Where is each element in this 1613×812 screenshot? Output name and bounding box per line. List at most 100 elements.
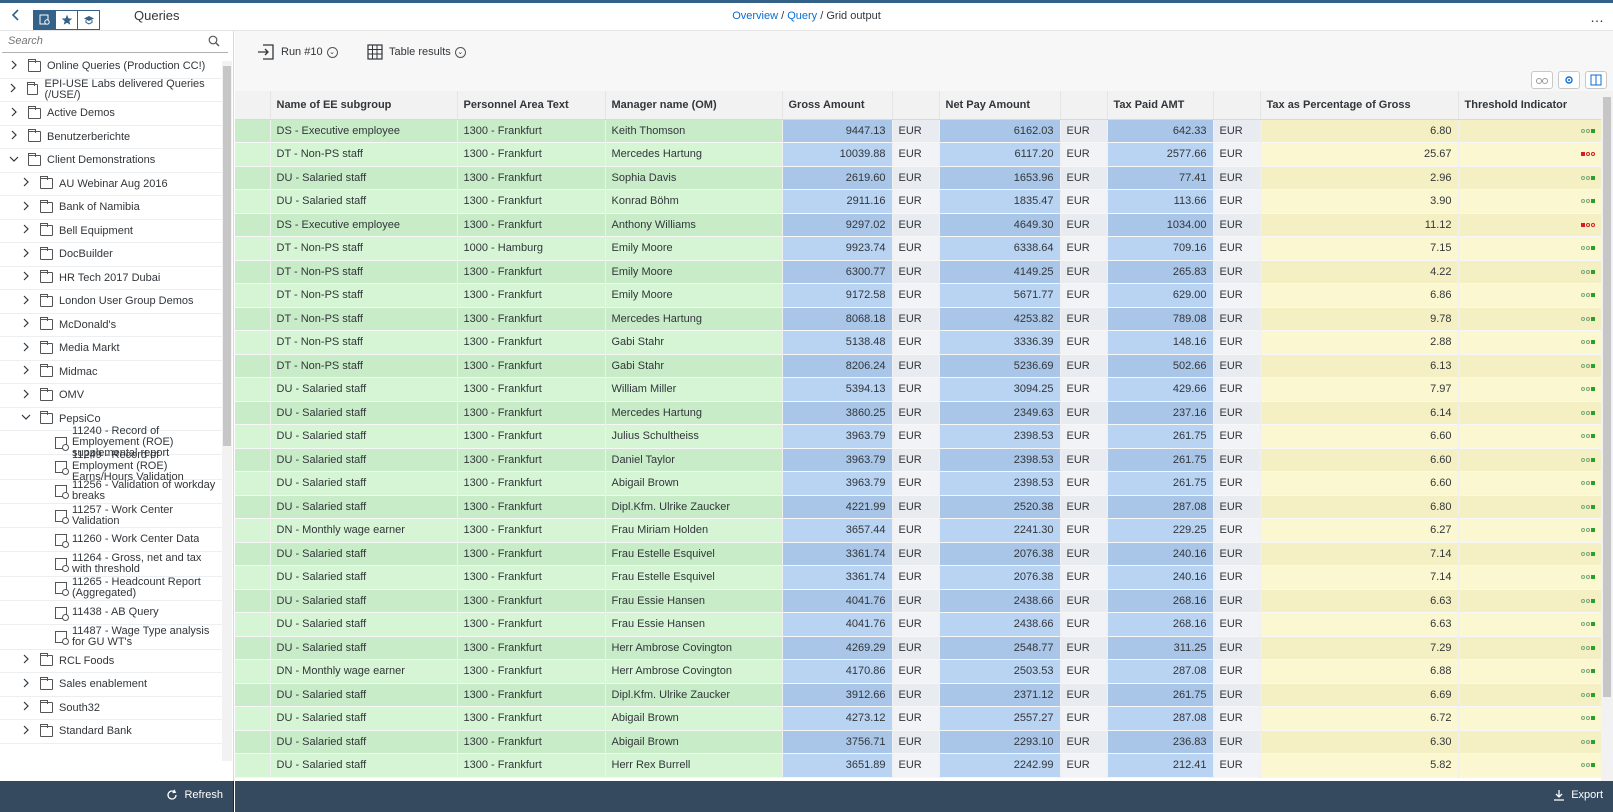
column-header[interactable] <box>1213 91 1261 120</box>
refresh-button[interactable]: Refresh <box>166 789 223 801</box>
chevron-right-icon[interactable] <box>20 248 32 261</box>
row-selector[interactable] <box>235 565 271 589</box>
chevron-right-icon[interactable] <box>8 83 19 96</box>
tree-query[interactable]: 11249 - Record of Employment (ROE) Earns… <box>0 450 222 483</box>
tree-folder[interactable]: Midmac <box>0 361 222 384</box>
breadcrumb-overview[interactable]: Overview <box>732 10 779 22</box>
table-row[interactable]: DT - Non-PS staff 1300 - Frankfurt Gabi St… <box>235 330 1601 354</box>
row-selector[interactable] <box>235 448 271 472</box>
overflow-menu-icon[interactable]: … <box>1590 9 1605 25</box>
chevron-right-icon[interactable] <box>20 725 32 738</box>
chevron-right-icon[interactable] <box>8 60 20 73</box>
column-header[interactable]: Net Pay Amount <box>939 91 1061 120</box>
table-row[interactable]: DT - Non-PS staff 1300 - Frankfurt Emily M… <box>235 283 1601 307</box>
tree-query[interactable]: 11256 - Validation of workday breaks <box>0 480 222 504</box>
chevron-right-icon[interactable] <box>20 654 32 667</box>
row-selector[interactable] <box>235 753 271 777</box>
column-split-icon[interactable] <box>1585 71 1607 89</box>
tab-learning[interactable] <box>77 10 100 30</box>
tree-folder[interactable]: PepsiCo <box>0 408 222 431</box>
tree-folder[interactable]: HR Tech 2017 Dubai <box>0 267 222 290</box>
row-selector[interactable] <box>235 730 271 754</box>
chevron-down-icon[interactable] <box>8 154 20 167</box>
row-selector[interactable] <box>235 542 271 566</box>
table-row[interactable]: DU - Salaried staff 1300 - Frankfurt Juliu… <box>235 424 1601 448</box>
row-selector[interactable] <box>235 424 271 448</box>
table-row[interactable]: DU - Salaried staff 1300 - Frankfurt Herr … <box>235 636 1601 660</box>
row-selector[interactable] <box>235 683 271 707</box>
row-selector[interactable] <box>235 260 271 284</box>
chevron-right-icon[interactable] <box>20 389 32 402</box>
chevron-down-icon[interactable]: ⌄ <box>326 46 338 58</box>
search-input[interactable] <box>2 31 202 51</box>
chevron-right-icon[interactable] <box>20 342 32 355</box>
tree-query[interactable]: 11264 - Gross, net and tax with threshol… <box>0 552 222 577</box>
tree-query[interactable]: 11487 - Wage Type analysis for GU WT's <box>0 625 222 650</box>
table-row[interactable]: DU - Salaried staff 1300 - Frankfurt Frau … <box>235 612 1601 636</box>
chevron-down-icon[interactable]: ⌄ <box>454 46 466 58</box>
row-selector[interactable] <box>235 659 271 683</box>
table-row[interactable]: DS - Executive employee 1300 - Frankfurt A… <box>235 213 1601 237</box>
row-selector[interactable] <box>235 189 271 213</box>
settings-icon[interactable] <box>1558 71 1580 89</box>
grid-scrollbar-thumb[interactable] <box>1603 97 1611 697</box>
tree-query[interactable]: 11265 - Headcount Report (Aggregated) <box>0 577 222 602</box>
tree-query[interactable]: 11438 - AB Query <box>0 601 222 626</box>
tree-query[interactable]: 11260 - Work Center Data <box>0 528 222 553</box>
row-selector[interactable] <box>235 377 271 401</box>
table-row[interactable]: DT - Non-PS staff 1300 - Frankfurt Mercede… <box>235 307 1601 331</box>
table-row[interactable]: DN - Monthly wage earner 1300 - Frankfurt… <box>235 518 1601 542</box>
chevron-right-icon[interactable] <box>20 318 32 331</box>
chevron-right-icon[interactable] <box>20 678 32 691</box>
back-button[interactable] <box>6 7 26 27</box>
tree-folder[interactable]: Sales enablement <box>0 673 222 697</box>
column-header[interactable]: Name of EE subgroup <box>270 91 458 120</box>
table-row[interactable]: DU - Salaried staff 1300 - Frankfurt Dipl.… <box>235 495 1601 519</box>
sidebar-scrollbar-thumb[interactable] <box>223 66 231 446</box>
column-header[interactable]: Manager name (OM) <box>605 91 783 120</box>
export-button[interactable]: Export <box>1553 789 1603 801</box>
tree-folder[interactable]: London User Group Demos <box>0 290 222 314</box>
row-selector[interactable] <box>235 307 271 331</box>
row-selector[interactable] <box>235 612 271 636</box>
tree-folder[interactable]: Client Demonstrations <box>0 149 222 173</box>
tree-query[interactable]: 11257 - Work Center Validation <box>0 504 222 529</box>
chevron-right-icon[interactable] <box>20 295 32 308</box>
chevron-right-icon[interactable] <box>20 177 32 190</box>
column-header[interactable] <box>892 91 940 120</box>
tree-folder[interactable]: DocBuilder <box>0 243 222 267</box>
table-row[interactable]: DT - Non-PS staff 1300 - Frankfurt Mercede… <box>235 142 1601 166</box>
tree-folder[interactable]: Bank of Namibia <box>0 196 222 220</box>
column-header[interactable] <box>235 91 271 120</box>
table-row[interactable]: DT - Non-PS staff 1300 - Frankfurt Emily M… <box>235 260 1601 284</box>
tab-queries[interactable] <box>33 10 56 30</box>
row-selector[interactable] <box>235 401 271 425</box>
row-selector[interactable] <box>235 119 271 143</box>
row-selector[interactable] <box>235 236 271 260</box>
table-row[interactable]: DT - Non-PS staff 1300 - Frankfurt Gabi St… <box>235 354 1601 378</box>
column-header[interactable]: Personnel Area Text <box>457 91 606 120</box>
chevron-right-icon[interactable] <box>20 201 32 214</box>
table-row[interactable]: DU - Salaried staff 1300 - Frankfurt Frau … <box>235 542 1601 566</box>
table-row[interactable]: DU - Salaried staff 1300 - Frankfurt Abiga… <box>235 730 1601 754</box>
tree-folder[interactable]: EPI-USE Labs delivered Queries (/USE/) <box>0 79 222 102</box>
table-row[interactable]: DU - Salaried staff 1300 - Frankfurt Danie… <box>235 448 1601 472</box>
chevron-right-icon[interactable] <box>20 224 32 237</box>
row-selector[interactable] <box>235 166 271 190</box>
table-results-button[interactable]: Table results ⌄ <box>367 44 466 60</box>
table-row[interactable]: DU - Salaried staff 1300 - Frankfurt Willi… <box>235 377 1601 401</box>
row-selector[interactable] <box>235 213 271 237</box>
row-selector[interactable] <box>235 354 271 378</box>
tree-folder[interactable]: Online Queries (Production CC!) <box>0 55 222 79</box>
table-row[interactable]: DU - Salaried staff 1300 - Frankfurt Herr … <box>235 753 1601 777</box>
search-icon[interactable] <box>208 35 220 47</box>
tree-folder[interactable]: Standard Bank <box>0 720 222 744</box>
chevron-right-icon[interactable] <box>20 701 32 714</box>
row-selector[interactable] <box>235 495 271 519</box>
tree-folder[interactable]: Bell Equipment <box>0 220 222 243</box>
column-header[interactable]: Threshold Indicator <box>1458 91 1601 120</box>
tree-folder[interactable]: Media Markt <box>0 337 222 361</box>
table-row[interactable]: DU - Salaried staff 1300 - Frankfurt Frau … <box>235 565 1601 589</box>
column-header[interactable]: Gross Amount <box>782 91 893 120</box>
table-row[interactable]: DS - Executive employee 1300 - Frankfurt K… <box>235 119 1601 143</box>
